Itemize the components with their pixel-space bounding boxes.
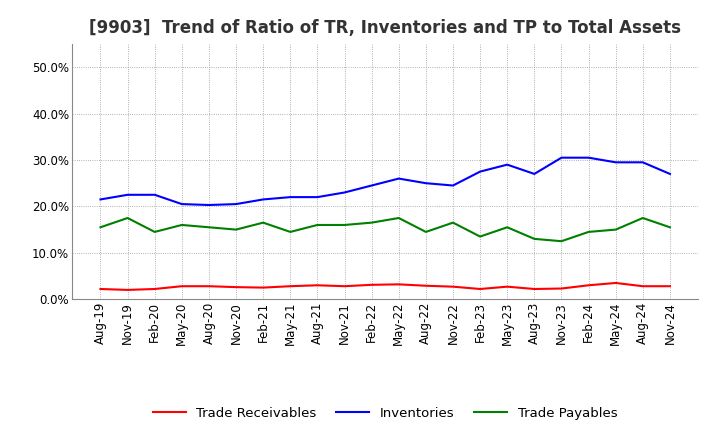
Trade Receivables [286,283,294,289]
Trade Payables [96,225,105,230]
Trade Receivables [476,286,485,292]
Trade Payables [204,225,213,230]
Inventories [204,202,213,208]
Trade Receivables [123,287,132,293]
Inventories [123,192,132,198]
Inventories [476,169,485,174]
Trade Payables [341,222,349,227]
Trade Payables [259,220,268,225]
Inventories [584,155,593,160]
Inventories [421,180,430,186]
Inventories [611,160,620,165]
Trade Payables [421,229,430,235]
Trade Payables [503,225,511,230]
Legend: Trade Receivables, Inventories, Trade Payables: Trade Receivables, Inventories, Trade Pa… [148,402,623,425]
Trade Payables [611,227,620,232]
Inventories [503,162,511,167]
Inventories [96,197,105,202]
Trade Receivables [503,284,511,290]
Trade Payables [639,215,647,220]
Inventories [665,171,674,176]
Inventories [557,155,566,160]
Trade Payables [367,220,376,225]
Trade Receivables [639,283,647,289]
Inventories [313,194,322,200]
Inventories [367,183,376,188]
Trade Receivables [530,286,539,292]
Trade Receivables [150,286,159,292]
Trade Receivables [204,283,213,289]
Trade Receivables [367,282,376,287]
Trade Payables [395,215,403,220]
Trade Receivables [232,285,240,290]
Inventories [259,197,268,202]
Trade Payables [286,229,294,235]
Trade Payables [123,215,132,220]
Inventories [150,192,159,198]
Trade Payables [584,229,593,235]
Inventories [232,202,240,207]
Inventories [530,171,539,176]
Trade Receivables [449,284,457,290]
Trade Receivables [313,282,322,288]
Trade Payables [449,220,457,225]
Trade Payables [178,222,186,227]
Trade Receivables [96,286,105,292]
Trade Receivables [611,280,620,286]
Inventories [449,183,457,188]
Inventories [341,190,349,195]
Trade Receivables [421,283,430,288]
Trade Receivables [395,282,403,287]
Inventories [639,160,647,165]
Trade Receivables [584,282,593,288]
Line: Inventories: Inventories [101,158,670,205]
Trade Payables [476,234,485,239]
Inventories [286,194,294,200]
Trade Payables [665,225,674,230]
Trade Payables [232,227,240,232]
Trade Receivables [341,283,349,289]
Trade Receivables [178,283,186,289]
Trade Payables [530,236,539,242]
Inventories [178,202,186,207]
Trade Receivables [259,285,268,290]
Inventories [395,176,403,181]
Line: Trade Receivables: Trade Receivables [101,283,670,290]
Title: [9903]  Trend of Ratio of TR, Inventories and TP to Total Assets: [9903] Trend of Ratio of TR, Inventories… [89,19,681,37]
Trade Payables [150,229,159,235]
Trade Payables [313,222,322,227]
Trade Payables [557,238,566,244]
Trade Receivables [665,283,674,289]
Trade Receivables [557,286,566,291]
Line: Trade Payables: Trade Payables [101,218,670,241]
